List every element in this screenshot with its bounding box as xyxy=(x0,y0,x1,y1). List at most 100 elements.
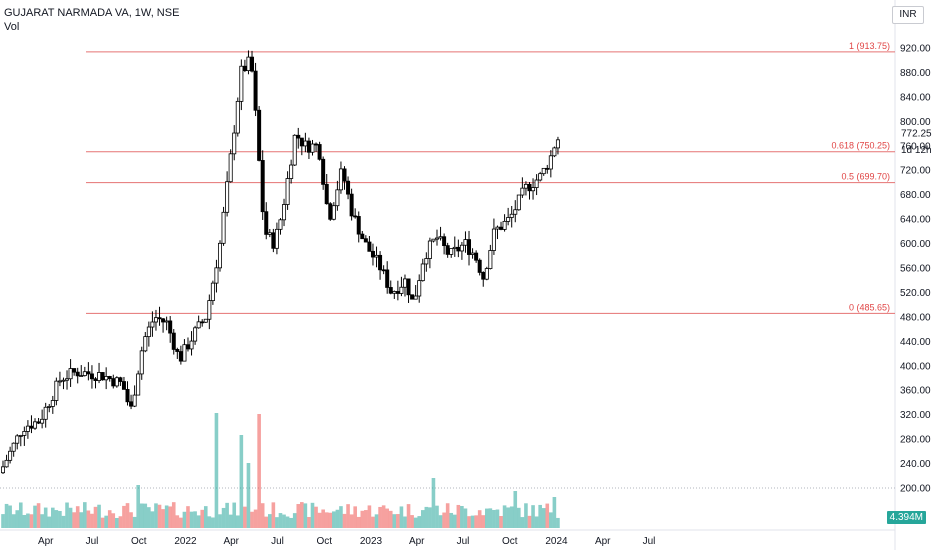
candle-body xyxy=(346,180,351,195)
y-tick-label: 800.00 xyxy=(900,117,931,128)
candle-body xyxy=(43,406,48,420)
volume-bar xyxy=(200,509,205,528)
volume-bar xyxy=(47,516,52,528)
volume-bar xyxy=(97,504,101,528)
candle-body xyxy=(203,318,208,323)
currency-button[interactable]: INR xyxy=(892,6,924,24)
candle-body xyxy=(196,321,201,329)
candle-body xyxy=(175,349,180,352)
volume-bar xyxy=(328,512,333,528)
candle-body xyxy=(257,109,262,161)
candle-body xyxy=(11,442,16,452)
y-tick-label: 680.00 xyxy=(900,190,931,201)
candle-body xyxy=(225,181,230,213)
candle-body xyxy=(481,272,486,280)
volume-bar xyxy=(268,514,272,528)
candle-body xyxy=(310,143,315,153)
candle-body xyxy=(299,137,304,147)
volume-bar xyxy=(129,512,133,528)
volume-bar xyxy=(556,517,560,528)
candle-body xyxy=(157,317,162,320)
volume-bar xyxy=(349,514,354,528)
volume-bar xyxy=(300,502,304,528)
candle-body xyxy=(214,267,219,284)
candle-body xyxy=(161,318,166,323)
volume-bar xyxy=(221,507,226,528)
candle-body xyxy=(424,258,429,265)
volume-label[interactable]: Vol xyxy=(4,21,20,33)
volume-bar xyxy=(189,511,194,528)
candle-body xyxy=(456,246,461,252)
candle-body xyxy=(484,268,489,280)
candle-body xyxy=(431,238,436,242)
candle-body xyxy=(93,378,98,381)
candle-body xyxy=(57,380,62,383)
volume-bar xyxy=(11,514,16,528)
candle-body xyxy=(548,155,553,170)
volume-bar xyxy=(75,506,80,528)
volume-bar xyxy=(4,503,9,528)
candle-body xyxy=(72,368,77,373)
volume-bar xyxy=(488,508,493,528)
volume-bar xyxy=(388,510,393,528)
symbol-title[interactable]: GUJARAT NARMADA VA, 1W, NSE xyxy=(4,7,180,19)
candle-body xyxy=(207,300,212,320)
volume-bar xyxy=(40,514,44,528)
volume-bar xyxy=(435,505,439,528)
candle-body xyxy=(178,351,183,362)
volume-bar xyxy=(111,513,116,528)
candle-body xyxy=(289,164,294,179)
candle-body xyxy=(271,232,276,249)
fib-level-label: 0.618 (750.25) xyxy=(831,141,890,151)
volume-bar xyxy=(364,510,368,528)
candle-body xyxy=(54,380,59,401)
volume-bar xyxy=(392,514,397,528)
candle-body xyxy=(50,400,55,407)
x-tick-label: Oct xyxy=(316,536,332,547)
volume-bar xyxy=(492,509,496,528)
candle-body xyxy=(143,336,148,352)
volume-bar xyxy=(413,517,418,528)
volume-bar xyxy=(417,516,422,528)
candle-body xyxy=(488,250,493,269)
candle-body xyxy=(8,450,13,461)
candle-body xyxy=(4,459,9,468)
candle-body xyxy=(33,421,38,429)
candle-body xyxy=(97,372,102,381)
candle-body xyxy=(75,371,80,377)
volume-bar xyxy=(353,506,357,528)
candle-body xyxy=(349,193,354,217)
volume-bar xyxy=(79,512,84,528)
candle-body xyxy=(513,209,518,215)
candle-body xyxy=(153,317,158,323)
volume-bar xyxy=(118,516,123,528)
candle-body xyxy=(274,228,279,249)
volume-bar xyxy=(428,507,432,528)
volume-bar xyxy=(218,514,222,528)
volume-bar xyxy=(314,506,318,528)
y-tick-label: 720.00 xyxy=(900,166,931,177)
volume-bar xyxy=(90,513,94,528)
y-tick-label: 640.00 xyxy=(900,215,931,226)
volume-bar xyxy=(214,413,219,528)
candle-body xyxy=(538,173,543,181)
candle-body xyxy=(235,100,240,134)
candle-body xyxy=(506,217,511,222)
volume-bar xyxy=(477,510,482,528)
y-tick-label: 240.00 xyxy=(900,459,931,470)
volume-bar xyxy=(534,516,539,528)
volume-bar xyxy=(43,507,48,528)
x-tick-label: Jul xyxy=(457,536,470,547)
candle-body xyxy=(292,134,297,166)
candle-body xyxy=(47,406,52,408)
candle-body xyxy=(463,239,468,246)
volume-bar xyxy=(520,517,525,528)
candle-body xyxy=(417,280,422,297)
candle-body xyxy=(18,435,23,437)
candle-body xyxy=(328,203,333,220)
candle-body xyxy=(246,56,251,72)
y-tick-label: 840.00 xyxy=(900,92,931,103)
volume-bar xyxy=(232,502,237,528)
